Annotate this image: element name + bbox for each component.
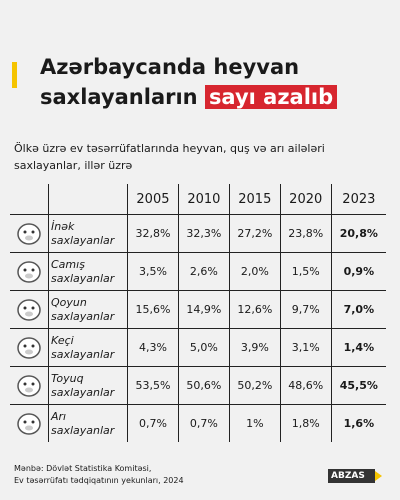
row-name: Qoyun xyxy=(51,295,87,309)
animal-icon xyxy=(17,336,41,359)
row-label: Keçi saxlayanlar xyxy=(48,328,128,367)
value-cell: 53,5% xyxy=(127,366,179,405)
icon-cell xyxy=(10,252,49,291)
table-row: İnək saxlayanlar 32,8% 32,3% 27,2% 23,8% 20,8% xyxy=(10,214,386,253)
value-cell: 50,2% xyxy=(228,366,281,405)
row-suffix: saxlayanlar xyxy=(51,271,115,285)
animal-icon xyxy=(17,374,41,397)
header-row: 2005 2010 2015 2020 2023 xyxy=(10,184,386,215)
table-row: Camış saxlayanlar 3,5% 2,6% 2,0% 1,5% 0,9% xyxy=(10,252,386,291)
row-label: İnək saxlayanlar xyxy=(48,214,128,253)
animal-icon xyxy=(17,412,41,435)
value-cell: 5,0% xyxy=(177,328,230,367)
value-cell: 0,7% xyxy=(177,404,230,442)
column-header: 2020 xyxy=(279,184,332,215)
row-name: Arı xyxy=(51,409,67,423)
row-name: Keçi xyxy=(51,333,74,347)
value-cell: 7,0% xyxy=(330,290,386,329)
value-cell: 20,8% xyxy=(330,214,386,253)
source: Mənbə: Dövlət Statistika Komitəsi, Ev təs… xyxy=(14,463,184,487)
row-name: Toyuq xyxy=(51,371,84,385)
row-name: İnək xyxy=(51,219,75,233)
title: Azərbaycanda heyvan saxlayanların sayı az… xyxy=(40,52,338,112)
row-label: Qoyun saxlayanlar xyxy=(48,290,128,329)
row-label: Toyuq saxlayanlar xyxy=(48,366,128,405)
row-suffix: saxlayanlar xyxy=(51,309,115,323)
icon-cell xyxy=(10,404,49,442)
table-row: Arı saxlayanlar 0,7% 0,7% 1% 1,8% 1,6% xyxy=(10,404,386,442)
value-cell: 32,8% xyxy=(127,214,179,253)
value-cell: 14,9% xyxy=(177,290,230,329)
accent-bar xyxy=(12,62,17,88)
icon-cell xyxy=(10,366,49,405)
animal-icon xyxy=(17,298,41,321)
row-suffix: saxlayanlar xyxy=(51,385,115,399)
header-cell xyxy=(48,184,128,215)
title-line: saxlayanların xyxy=(40,85,198,109)
value-cell: 1,6% xyxy=(330,404,386,442)
title-line: Azərbaycanda heyvan xyxy=(40,55,300,79)
value-cell: 2,6% xyxy=(177,252,230,291)
row-label: Camış saxlayanlar xyxy=(48,252,128,291)
table-row: Toyuq saxlayanlar 53,5% 50,6% 50,2% 48,6% 45,5… xyxy=(10,366,386,405)
value-cell: 50,6% xyxy=(177,366,230,405)
row-suffix: saxlayanlar xyxy=(51,347,115,361)
value-cell: 1% xyxy=(228,404,281,442)
value-cell: 1,8% xyxy=(279,404,332,442)
value-cell: 15,6% xyxy=(127,290,179,329)
value-cell: 2,0% xyxy=(228,252,281,291)
column-header: 2023 xyxy=(330,184,386,215)
row-suffix: saxlayanlar xyxy=(51,423,115,437)
icon-cell xyxy=(10,328,49,367)
value-cell: 0,7% xyxy=(127,404,179,442)
value-cell: 3,9% xyxy=(228,328,281,367)
source-line: Mənbə: Dövlət Statistika Komitəsi, xyxy=(14,464,152,473)
column-header: 2005 xyxy=(127,184,179,215)
value-cell: 32,3% xyxy=(177,214,230,253)
data-table: 2005 2010 2015 2020 2023 İnək saxlayanlar 32,8… xyxy=(10,184,386,442)
value-cell: 1,4% xyxy=(330,328,386,367)
value-cell: 9,7% xyxy=(279,290,332,329)
column-header: 2015 xyxy=(228,184,281,215)
icon-cell xyxy=(10,290,49,329)
value-cell: 45,5% xyxy=(330,366,386,405)
value-cell: 12,6% xyxy=(228,290,281,329)
table-row: Qoyun saxlayanlar 15,6% 14,9% 12,6% 9,7% 7,0% xyxy=(10,290,386,329)
value-cell: 4,3% xyxy=(127,328,179,367)
value-cell: 3,1% xyxy=(279,328,332,367)
animal-icon xyxy=(17,260,41,283)
subtitle: Ölkə üzrə ev təsərrüfatlarında heyvan, q… xyxy=(14,142,325,172)
source-line: Ev təsərrüfatı tədqiqatının yekunları, 2… xyxy=(14,476,184,485)
column-header: 2010 xyxy=(177,184,230,215)
value-cell: 48,6% xyxy=(279,366,332,405)
animal-icon xyxy=(17,222,41,245)
row-suffix: saxlayanlar xyxy=(51,233,115,247)
value-cell: 27,2% xyxy=(228,214,281,253)
icon-cell xyxy=(10,214,49,253)
table-row: Keçi saxlayanlar 4,3% 5,0% 3,9% 3,1% 1,4% xyxy=(10,328,386,367)
title-highlight: sayı azalıb xyxy=(204,85,338,109)
logo: ABZAS xyxy=(328,469,382,483)
row-label: Arı saxlayanlar xyxy=(48,404,128,442)
row-name: Camış xyxy=(51,257,85,271)
header-cell xyxy=(10,184,49,215)
value-cell: 1,5% xyxy=(279,252,332,291)
value-cell: 23,8% xyxy=(279,214,332,253)
value-cell: 0,9% xyxy=(330,252,386,291)
value-cell: 3,5% xyxy=(127,252,179,291)
